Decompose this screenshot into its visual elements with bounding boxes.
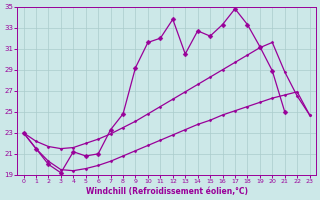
X-axis label: Windchill (Refroidissement éolien,°C): Windchill (Refroidissement éolien,°C) <box>85 187 248 196</box>
